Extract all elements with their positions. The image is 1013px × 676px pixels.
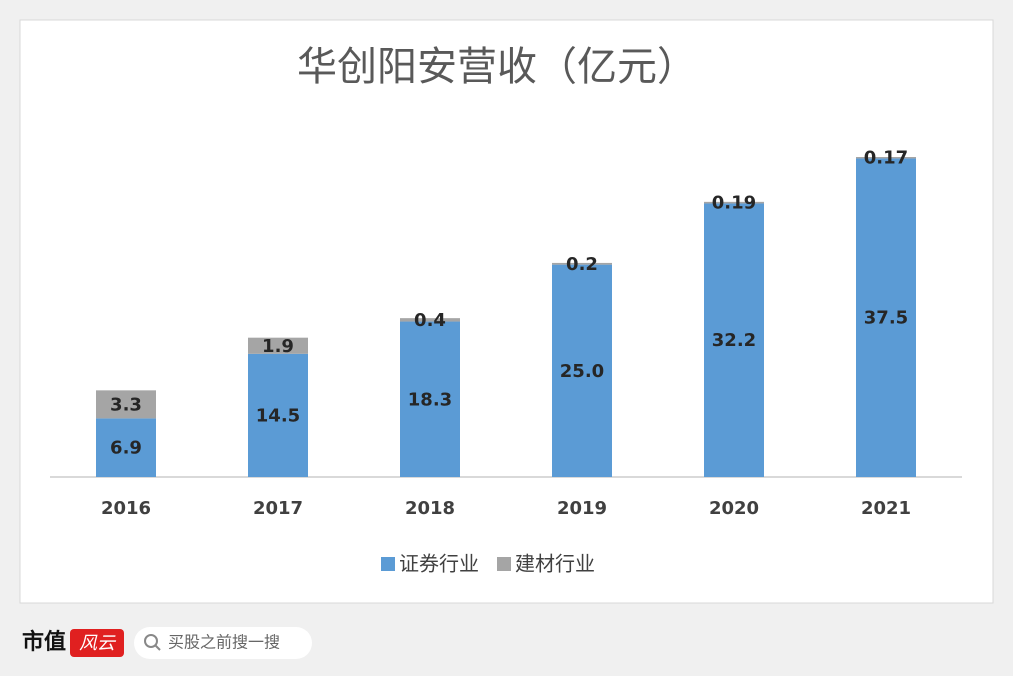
footer: 市值 风云 买股之前搜一搜: [22, 627, 312, 659]
value-label: 0.19: [712, 193, 756, 214]
value-label: 6.9: [110, 438, 142, 459]
value-label: 25.0: [560, 361, 604, 382]
bar-segment: [552, 264, 612, 477]
x-tick-label: 2021: [861, 498, 911, 519]
bar-segment: [552, 262, 612, 265]
legend-label: 建材行业: [515, 552, 595, 576]
chart-title: 华创阳安营收（亿元）: [297, 44, 697, 90]
logo: 风云: [79, 633, 117, 654]
brand: 市值: [22, 629, 66, 655]
x-tick-label: 2018: [405, 498, 455, 519]
value-label: 0.17: [864, 148, 908, 169]
bar-segment: [400, 321, 460, 477]
value-label: 37.5: [864, 308, 908, 329]
x-tick-label: 2019: [557, 498, 607, 519]
value-label: 1.9: [262, 336, 294, 357]
search-icon-handle: [154, 644, 161, 651]
bar-segment: [248, 353, 308, 477]
legend-swatch: [381, 557, 395, 571]
legend-label: 证券行业: [399, 552, 479, 576]
x-tick-label: 2016: [101, 498, 151, 519]
bar-segment: [248, 337, 308, 354]
x-tick-label: 2020: [709, 498, 759, 519]
value-label: 32.2: [712, 330, 756, 351]
legend-swatch: [497, 557, 511, 571]
value-label: 14.5: [256, 405, 300, 426]
search-placeholder[interactable]: 买股之前搜一搜: [168, 633, 280, 652]
bar-segment: [96, 418, 156, 477]
bar-segment: [704, 203, 764, 478]
x-tick-label: 2017: [253, 498, 303, 519]
value-label: 0.4: [414, 310, 446, 331]
bar-segment: [856, 157, 916, 159]
bar-segment: [704, 201, 764, 204]
search-box[interactable]: [134, 627, 312, 659]
value-label: 18.3: [408, 389, 452, 410]
bar-segment: [400, 318, 460, 322]
chart-card: [19, 19, 994, 604]
value-label: 3.3: [110, 394, 142, 415]
bar-segment: [96, 390, 156, 419]
value-label: 0.2: [566, 254, 598, 275]
logo-badge: [70, 629, 124, 657]
bar-segment: [856, 158, 916, 477]
search-icon: [144, 634, 158, 648]
